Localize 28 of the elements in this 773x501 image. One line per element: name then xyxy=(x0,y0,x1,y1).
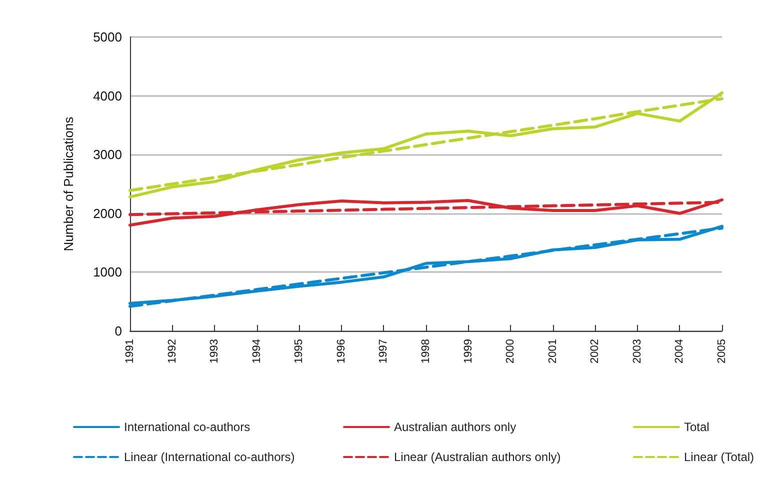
y-axis-title: Number of Publications xyxy=(61,116,76,252)
x-tick-label: 1991 xyxy=(124,339,136,364)
legend-label: International co-authors xyxy=(124,420,250,434)
legend-label: Linear (International co-authors) xyxy=(124,450,295,464)
x-tick-label: 2003 xyxy=(631,339,644,364)
y-tick-label: 0 xyxy=(114,324,122,338)
x-tick-label: 1995 xyxy=(293,339,306,364)
x-tick-label: 1997 xyxy=(378,339,390,364)
legend-label: Total xyxy=(684,420,710,434)
x-tick-label: 2004 xyxy=(674,339,686,364)
x-tick-label: 1992 xyxy=(166,339,178,364)
x-tick-label: 2001 xyxy=(546,339,559,364)
y-tick-label: 5000 xyxy=(93,30,122,44)
legend-label: Linear (Total) xyxy=(684,450,754,464)
x-tick-label: 1993 xyxy=(208,339,221,364)
x-tick-label: 2002 xyxy=(589,339,602,364)
y-tick-label: 4000 xyxy=(93,88,122,104)
x-tick-label: 1998 xyxy=(420,339,432,364)
x-tick-label: 1994 xyxy=(250,339,263,364)
x-tick-label: 2005 xyxy=(716,339,728,364)
y-tick-label: 1000 xyxy=(93,264,122,280)
legend-label: Linear (Australian authors only) xyxy=(394,450,561,464)
x-tick-label: 1999 xyxy=(462,339,474,364)
y-tick-label: 2000 xyxy=(93,206,122,221)
y-tick-label: 3000 xyxy=(93,147,122,162)
x-tick-label: 2000 xyxy=(504,339,517,364)
x-tick-label: 1996 xyxy=(335,339,348,364)
legend-label: Australian authors only xyxy=(394,420,516,434)
